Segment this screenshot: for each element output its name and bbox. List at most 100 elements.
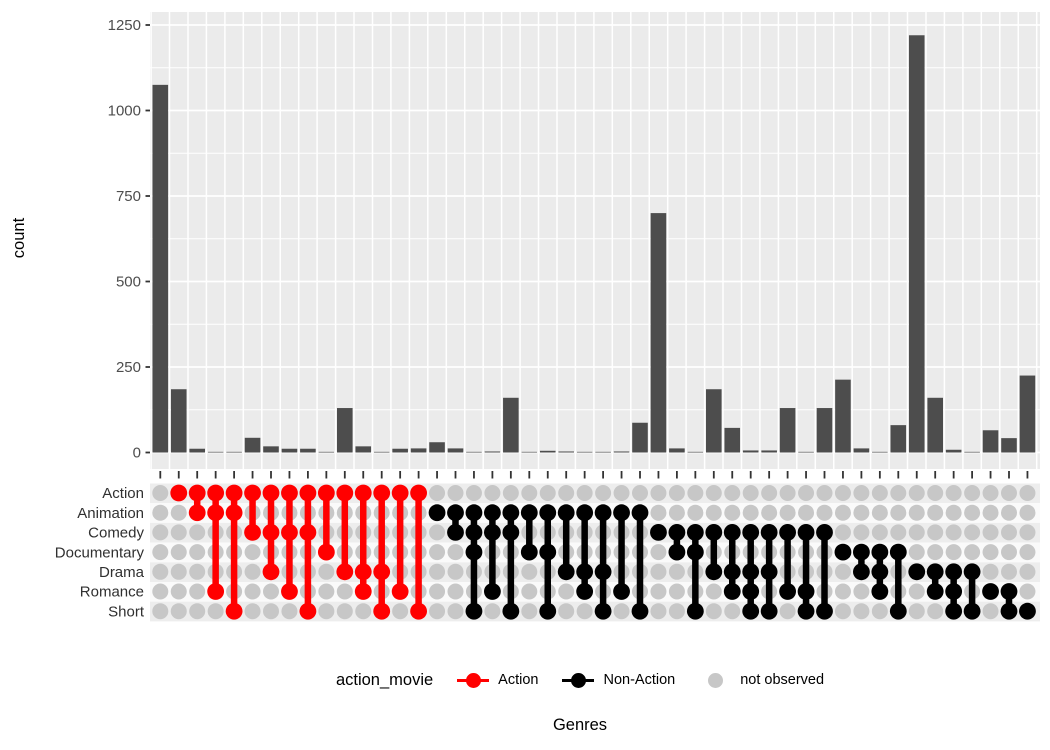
- matrix-dot-not-observed: [502, 485, 519, 501]
- matrix-dot-not-observed: [1001, 485, 1017, 501]
- matrix-member-dot: [926, 563, 944, 581]
- matrix-dot-not-observed: [447, 583, 464, 600]
- matrix-dot-not-observed: [447, 563, 464, 580]
- matrix-member-dot: [650, 524, 667, 541]
- bar: [798, 451, 814, 453]
- matrix-member-dot: [502, 524, 520, 541]
- legend-item-non-action: Non-Action: [562, 670, 675, 690]
- bar: [281, 448, 298, 453]
- matrix-dot-not-observed: [853, 504, 870, 521]
- matrix-member-dot: [354, 583, 372, 600]
- matrix-member-dot: [557, 563, 575, 581]
- matrix-member-dot: [631, 602, 649, 620]
- matrix-member-dot: [354, 484, 372, 502]
- matrix-member-dot: [853, 563, 870, 581]
- bar: [189, 448, 205, 453]
- bar: [207, 451, 224, 453]
- matrix-member-dot: [889, 602, 907, 620]
- bar: [576, 451, 593, 453]
- matrix-member-dot: [963, 563, 981, 581]
- matrix-dot-not-observed: [650, 603, 667, 620]
- matrix-member-dot: [1019, 602, 1036, 620]
- matrix-dot-not-observed: [853, 524, 870, 541]
- bar: [263, 446, 279, 453]
- bar: [669, 448, 685, 453]
- matrix-member-dot: [816, 602, 833, 620]
- matrix-dot-not-observed: [834, 524, 851, 541]
- matrix-dot-not-observed: [908, 485, 925, 501]
- matrix-member-dot: [742, 524, 760, 541]
- matrix-member-dot: [447, 524, 464, 541]
- matrix-dot-not-observed: [1001, 563, 1017, 580]
- bar: [337, 408, 353, 453]
- matrix-member-dot: [705, 563, 723, 581]
- bar: [447, 448, 464, 453]
- bar: [853, 448, 870, 453]
- matrix-member-dot: [373, 563, 391, 581]
- matrix-dot-not-observed: [1001, 544, 1017, 561]
- matrix-dot-not-observed: [908, 504, 925, 521]
- matrix-member-dot: [465, 543, 483, 561]
- matrix-dot-not-observed: [650, 563, 667, 580]
- matrix-dot-not-observed: [244, 544, 261, 561]
- matrix-member-dot: [336, 563, 354, 581]
- matrix-member-dot: [188, 484, 206, 502]
- matrix-dot-not-observed: [1001, 524, 1017, 541]
- matrix-dot-not-observed: [964, 504, 981, 521]
- bar: [226, 451, 242, 453]
- matrix-dot-not-observed: [1019, 544, 1036, 561]
- bar: [355, 446, 372, 453]
- matrix-dot-not-observed: [392, 603, 409, 620]
- matrix-dot-not-observed: [429, 563, 446, 580]
- matrix-dot-not-observed: [355, 603, 372, 620]
- matrix-member-dot: [594, 602, 612, 620]
- matrix-dot-not-observed: [650, 583, 667, 600]
- legend-label: Action: [498, 672, 539, 688]
- matrix-member-dot: [262, 484, 280, 502]
- legend-label: not observed: [740, 672, 825, 688]
- matrix-row-label: Comedy: [88, 525, 144, 542]
- matrix-member-dot: [613, 504, 630, 522]
- matrix-dot-not-observed: [263, 603, 279, 620]
- matrix-dot-not-observed: [521, 603, 538, 620]
- matrix-dot-not-observed: [705, 603, 722, 620]
- matrix-dot-not-observed: [945, 504, 962, 521]
- matrix-member-dot: [705, 524, 723, 541]
- matrix-member-dot: [502, 602, 520, 620]
- matrix-dot-not-observed: [152, 524, 169, 541]
- matrix-member-dot: [576, 563, 594, 581]
- matrix-member-dot: [760, 524, 778, 541]
- bar: [908, 35, 925, 453]
- matrix-dot-not-observed: [779, 603, 796, 620]
- matrix-member-dot: [723, 583, 741, 600]
- matrix-member-dot: [557, 504, 575, 522]
- matrix-member-dot: [225, 504, 243, 522]
- matrix-dot-not-observed: [779, 504, 796, 521]
- matrix-member-dot: [520, 504, 538, 522]
- legend-item-not-observed: not observed: [699, 670, 824, 690]
- matrix-member-dot: [945, 563, 963, 581]
- matrix-member-dot: [539, 504, 557, 522]
- matrix-dot-not-observed: [964, 524, 981, 541]
- matrix-member-dot: [797, 602, 815, 620]
- matrix-member-dot: [853, 543, 870, 561]
- matrix-dot-not-observed: [834, 583, 851, 600]
- matrix-member-dot: [373, 484, 391, 502]
- bar: [595, 451, 611, 453]
- matrix-member-dot: [871, 583, 889, 600]
- bar: [687, 451, 704, 453]
- matrix-member-dot: [945, 583, 963, 600]
- matrix-dot-not-observed: [170, 563, 187, 580]
- y-tick-label: 1250: [108, 17, 141, 34]
- matrix-dot-not-observed: [724, 504, 741, 521]
- matrix-dot-not-observed: [429, 544, 446, 561]
- matrix-dot-not-observed: [687, 504, 704, 521]
- matrix-member-dot: [834, 543, 852, 561]
- matrix-dot-not-observed: [890, 504, 907, 521]
- matrix-member-dot: [779, 583, 796, 600]
- matrix-row-label: Animation: [77, 505, 144, 522]
- matrix-member-dot: [281, 583, 298, 600]
- matrix-dot-not-observed: [982, 485, 999, 501]
